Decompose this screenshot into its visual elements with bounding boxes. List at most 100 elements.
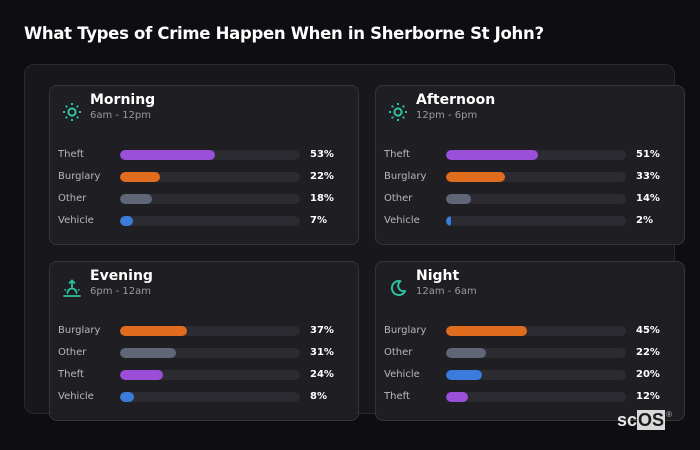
bar-fill xyxy=(446,216,452,226)
card-title: Evening xyxy=(90,268,153,284)
bar-fill xyxy=(120,172,160,182)
bar-row: Burglary 22% xyxy=(50,170,358,184)
bar-track xyxy=(120,150,300,160)
sunset-icon xyxy=(63,279,81,297)
bar-fill xyxy=(120,150,216,160)
logo-sc: sc xyxy=(617,410,638,430)
bar-label: Other xyxy=(58,347,87,358)
bar-row: Other 22% xyxy=(376,346,684,360)
bar-value: 45% xyxy=(636,325,660,336)
card-afternoon: Afternoon 12pm - 6pm Theft 51% Burglary … xyxy=(375,85,685,245)
bar-fill xyxy=(120,348,176,358)
bar-track xyxy=(120,370,300,380)
card-time-range: 6am - 12pm xyxy=(90,110,152,121)
card-evening: Evening 6pm - 12am Burglary 37% Other 31… xyxy=(49,261,359,421)
bar-row: Burglary 37% xyxy=(50,324,358,338)
bar-label: Vehicle xyxy=(384,369,420,380)
bar-label: Vehicle xyxy=(58,215,94,226)
bar-value: 37% xyxy=(310,325,334,336)
bar-track xyxy=(120,348,300,358)
bar-value: 2% xyxy=(636,215,653,226)
card-title: Morning xyxy=(90,92,156,108)
bar-row: Other 18% xyxy=(50,192,358,206)
bar-row: Theft 12% xyxy=(376,390,684,404)
bar-value: 51% xyxy=(636,149,660,160)
bar-track xyxy=(446,370,626,380)
bar-label: Other xyxy=(58,193,87,204)
bar-row: Theft 53% xyxy=(50,148,358,162)
bar-track xyxy=(446,216,626,226)
bar-value: 7% xyxy=(310,215,327,226)
bar-row: Theft 51% xyxy=(376,148,684,162)
bar-track xyxy=(446,172,626,182)
bar-label: Burglary xyxy=(384,171,427,182)
bar-value: 31% xyxy=(310,347,334,358)
bar-value: 24% xyxy=(310,369,334,380)
bar-track xyxy=(120,216,300,226)
card-title: Afternoon xyxy=(416,92,496,108)
card-title: Night xyxy=(416,268,460,284)
bar-fill xyxy=(120,326,187,336)
bar-label: Vehicle xyxy=(58,391,94,402)
bar-fill xyxy=(446,370,482,380)
registered-mark: ® xyxy=(666,410,673,419)
bar-fill xyxy=(446,194,472,204)
card-time-range: 6pm - 12am xyxy=(90,286,152,297)
bar-track xyxy=(446,326,626,336)
bar-track xyxy=(446,194,626,204)
bar-value: 12% xyxy=(636,391,660,402)
bar-label: Theft xyxy=(384,391,410,402)
bar-value: 33% xyxy=(636,171,660,182)
sun-icon xyxy=(63,103,81,121)
bar-label: Theft xyxy=(58,369,84,380)
bar-label: Other xyxy=(384,347,413,358)
bar-fill xyxy=(120,216,133,226)
bar-row: Burglary 45% xyxy=(376,324,684,338)
card-morning: Morning 6am - 12pm Theft 53% Burglary 22… xyxy=(49,85,359,245)
bar-fill xyxy=(120,370,164,380)
bar-track xyxy=(120,326,300,336)
scos-logo: scOS ® xyxy=(617,410,672,430)
bar-row: Other 31% xyxy=(50,346,358,360)
bar-track xyxy=(446,150,626,160)
page-title: What Types of Crime Happen When in Sherb… xyxy=(24,24,544,43)
bar-row: Theft 24% xyxy=(50,368,358,382)
bar-label: Burglary xyxy=(58,325,101,336)
bar-label: Burglary xyxy=(58,171,101,182)
bar-fill xyxy=(446,150,538,160)
bar-row: Vehicle 8% xyxy=(50,390,358,404)
bar-fill xyxy=(446,392,468,402)
bar-track xyxy=(120,194,300,204)
bar-row: Vehicle 20% xyxy=(376,368,684,382)
bar-row: Burglary 33% xyxy=(376,170,684,184)
bar-value: 22% xyxy=(636,347,660,358)
bar-label: Other xyxy=(384,193,413,204)
bar-track xyxy=(120,172,300,182)
logo-os: OS xyxy=(637,410,666,430)
bar-label: Vehicle xyxy=(384,215,420,226)
bar-track xyxy=(446,392,626,402)
bar-row: Other 14% xyxy=(376,192,684,206)
bar-fill xyxy=(446,348,486,358)
card-night: Night 12am - 6am Burglary 45% Other 22% … xyxy=(375,261,685,421)
sun-icon xyxy=(389,103,407,121)
bar-fill xyxy=(446,326,527,336)
bar-fill xyxy=(446,172,506,182)
card-time-range: 12pm - 6pm xyxy=(416,110,478,121)
bar-row: Vehicle 2% xyxy=(376,214,684,228)
bar-fill xyxy=(120,392,135,402)
bar-track xyxy=(446,348,626,358)
bar-value: 8% xyxy=(310,391,327,402)
bar-row: Vehicle 7% xyxy=(50,214,358,228)
bar-track xyxy=(120,392,300,402)
bar-value: 22% xyxy=(310,171,334,182)
bar-value: 53% xyxy=(310,149,334,160)
bar-label: Theft xyxy=(58,149,84,160)
bar-label: Theft xyxy=(384,149,410,160)
bar-label: Burglary xyxy=(384,325,427,336)
card-time-range: 12am - 6am xyxy=(416,286,477,297)
bar-value: 20% xyxy=(636,369,660,380)
bar-fill xyxy=(120,194,153,204)
moon-icon xyxy=(390,280,407,296)
bar-value: 18% xyxy=(310,193,334,204)
